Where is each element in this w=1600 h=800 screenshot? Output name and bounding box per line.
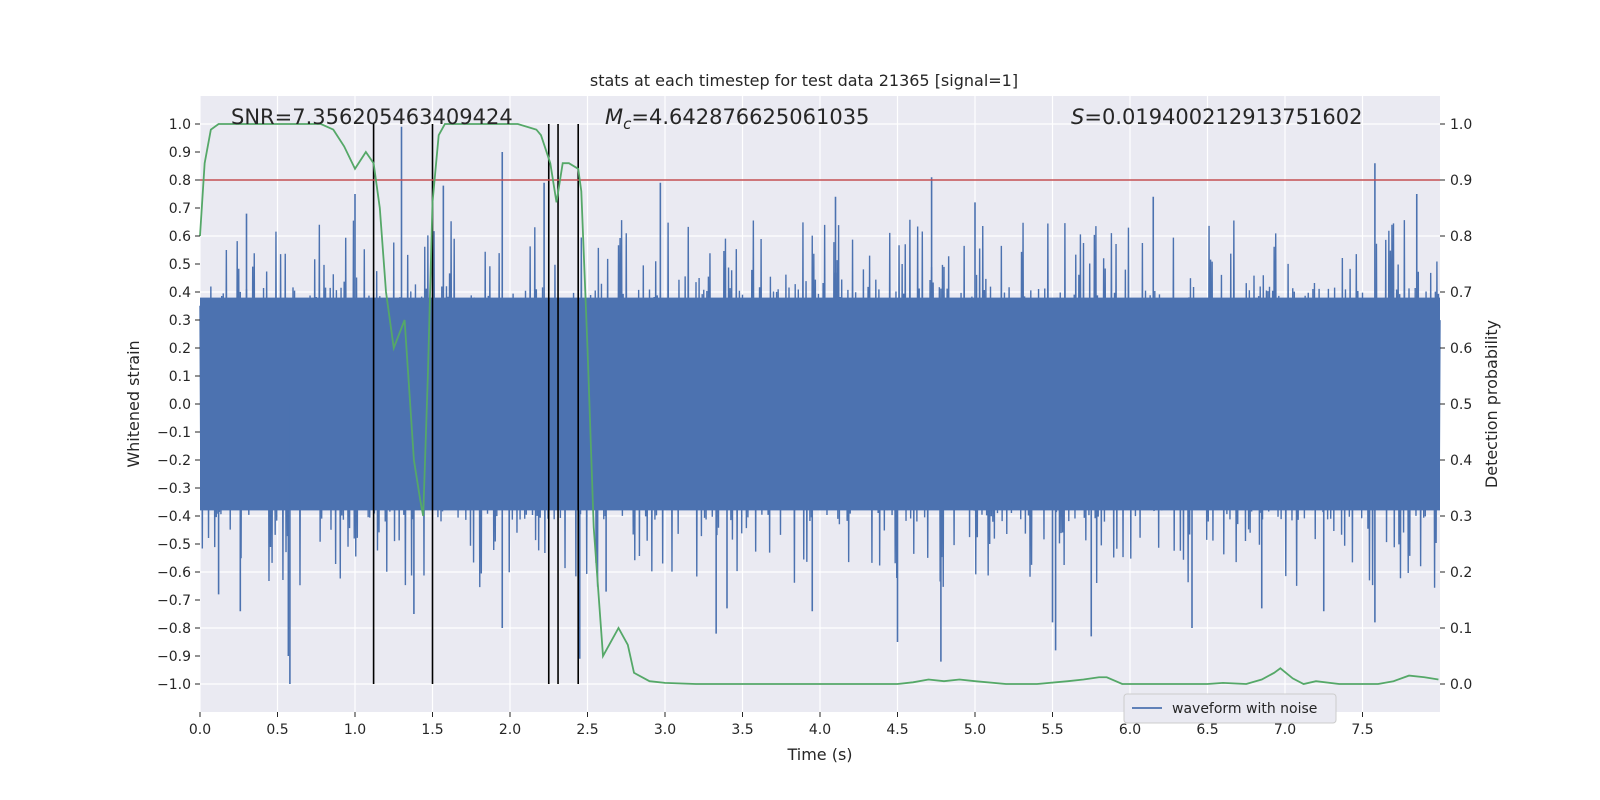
- y-axis-ticks: 1.0 0.9 0.8 0.7 0.6 0.5 0.4 0.3 0.2 0.1 0.0 −0.1 −0.…: [157, 117, 200, 693]
- x-tick-label: 0.5: [266, 722, 288, 738]
- y2-tick-label: 0.6: [1450, 341, 1472, 357]
- s-value: =0.019400212913751602: [1084, 105, 1362, 129]
- chirp-mass-subscript: c: [623, 115, 632, 133]
- detection-probability-line: [199, 123, 1439, 685]
- y-tick-label: 0.7: [169, 201, 191, 217]
- y2-tick-label: 0.2: [1450, 565, 1472, 581]
- y2-tick-label: 0.8: [1450, 229, 1472, 245]
- x-tick-label: 3.5: [731, 722, 753, 738]
- y-tick-label: −0.3: [157, 481, 191, 497]
- y-tick-label: 0.3: [169, 313, 191, 329]
- y-tick-label: 0.6: [169, 229, 191, 245]
- y2-tick-label: 0.0: [1450, 677, 1472, 693]
- y-axis-label: Whitened strain: [124, 340, 143, 467]
- x-tick-label: 2.0: [499, 722, 521, 738]
- y-tick-label: 1.0: [169, 117, 191, 133]
- y-tick-label: −0.2: [157, 453, 191, 469]
- y2-tick-label: 0.7: [1450, 285, 1472, 301]
- y-tick-label: 0.8: [169, 173, 191, 189]
- waveform-series: [199, 126, 1441, 684]
- y2-tick-label: 0.5: [1450, 397, 1472, 413]
- y2-tick-label: 0.3: [1450, 509, 1472, 525]
- legend-box: [1123, 693, 1337, 724]
- y2-tick-label: 1.0: [1450, 117, 1472, 133]
- y2-tick-label: 0.4: [1450, 453, 1472, 469]
- y-tick-label: 0.0: [169, 397, 191, 413]
- x-axis-ticks: 0.0 0.5 1.0 1.5 2.0 2.5 3.0 3.5 4.0 4.5 5.0 5.5 6.0 6…: [189, 712, 1374, 738]
- x-tick-label: 7.0: [1274, 722, 1296, 738]
- x-tick-label: 5.5: [1041, 722, 1063, 738]
- x-tick-label: 4.5: [886, 722, 908, 738]
- y-tick-label: −0.5: [157, 537, 191, 553]
- s-symbol: S: [1071, 105, 1084, 129]
- y-tick-label: 0.5: [169, 257, 191, 273]
- y-tick-label: −0.1: [157, 425, 191, 441]
- x-tick-label: 1.0: [344, 722, 366, 738]
- y-tick-label: −0.9: [157, 649, 191, 665]
- y-tick-label: −0.8: [157, 621, 191, 637]
- y-tick-label: −0.6: [157, 565, 191, 581]
- y2-tick-label: 0.1: [1450, 621, 1472, 637]
- x-tick-label: 6.5: [1196, 722, 1218, 738]
- chart-title: stats at each timestep for test data 213…: [590, 71, 1018, 90]
- x-tick-label: 6.0: [1119, 722, 1141, 738]
- y-tick-label: −1.0: [157, 677, 191, 693]
- y2-tick-label: 0.9: [1450, 173, 1472, 189]
- legend: waveform with noise: [1123, 693, 1337, 724]
- y-tick-label: −0.7: [157, 593, 191, 609]
- x-tick-label: 0.0: [189, 722, 211, 738]
- x-tick-label: 7.5: [1351, 722, 1373, 738]
- legend-label: waveform with noise: [1172, 701, 1317, 717]
- s-annotation: S=0.019400212913751602: [1071, 105, 1362, 129]
- chirp-mass-annotation: Mc=4.642876625061035: [605, 105, 869, 133]
- y2-axis-label: Detection probability: [1482, 320, 1501, 488]
- y-tick-label: 0.2: [169, 341, 191, 357]
- waveform-core: [200, 297, 1440, 511]
- annotations: SNR=7.356205463409424 Mc=4.6428766250610…: [231, 105, 1362, 133]
- chirp-mass-symbol: M: [605, 105, 623, 129]
- x-tick-label: 3.0: [654, 722, 676, 738]
- x-tick-label: 1.5: [421, 722, 443, 738]
- y2-axis-ticks: 1.0 0.9 0.8 0.7 0.6 0.5 0.4 0.3 0.2 0.1 0.0: [1440, 117, 1472, 693]
- y-tick-label: 0.9: [169, 145, 191, 161]
- y-tick-label: 0.4: [169, 285, 191, 301]
- x-axis-label: Time (s): [786, 745, 852, 764]
- y-tick-label: 0.1: [169, 369, 191, 385]
- snr-annotation: SNR=7.356205463409424: [231, 105, 513, 129]
- y-tick-label: −0.4: [157, 509, 191, 525]
- x-tick-label: 2.5: [576, 722, 598, 738]
- chirp-mass-value: =4.642876625061035: [631, 105, 869, 129]
- x-tick-label: 4.0: [809, 722, 831, 738]
- x-tick-label: 5.0: [964, 722, 986, 738]
